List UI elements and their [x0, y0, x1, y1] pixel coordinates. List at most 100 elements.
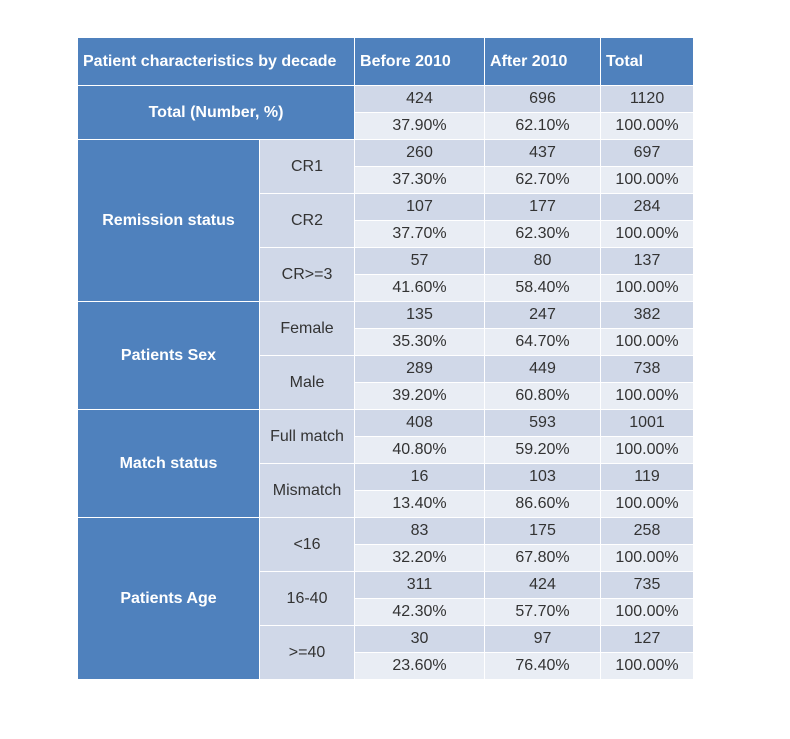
table-row: 37.90% 62.10% 100.00% — [78, 112, 695, 140]
table-title: Patient characteristics by decade — [76, 37, 356, 86]
subgroup-label: 16-40 — [258, 571, 356, 626]
count-after: 437 — [484, 139, 602, 167]
count-total: 119 — [600, 463, 695, 491]
percent-before: 41.60% — [354, 274, 486, 302]
percent-after: 67.80% — [484, 544, 602, 572]
percent-total: 100.00% — [600, 490, 695, 518]
count-before: 30 — [354, 625, 486, 653]
table-row: 41.60% 58.40% 100.00% — [78, 274, 695, 302]
subgroup-label: >=40 — [258, 625, 356, 680]
count-after: 177 — [484, 193, 602, 221]
count-after: 80 — [484, 247, 602, 275]
count-total: 127 — [600, 625, 695, 653]
table-row: Male 289 449 738 — [78, 355, 695, 410]
patient-characteristics-table: Patient characteristics by decade Before… — [76, 37, 695, 680]
table-row: 37.70% 62.30% 100.00% — [78, 220, 695, 248]
percent-before: 32.20% — [354, 544, 486, 572]
count-before: 16 — [354, 463, 486, 491]
percent-before: 39.20% — [354, 382, 486, 410]
header-row: Patient characteristics by decade Before… — [76, 37, 695, 86]
table-row: 16-40 311 424 735 — [78, 571, 695, 626]
percent-total: 100.00% — [600, 598, 695, 626]
percent-total: 100.00% — [600, 652, 695, 680]
subgroup-label: CR1 — [258, 139, 356, 194]
percent-total: 100.00% — [600, 436, 695, 464]
count-after: 103 — [484, 463, 602, 491]
percent-after: 57.70% — [484, 598, 602, 626]
table-row: Mismatch 16 103 119 — [78, 463, 695, 518]
count-after: 247 — [484, 301, 602, 329]
percent-total: 100.00% — [600, 274, 695, 302]
count-total: 382 — [600, 301, 695, 329]
group-label: Remission status — [77, 139, 260, 302]
count-total: 1001 — [600, 409, 695, 437]
percent-before: 37.70% — [354, 220, 486, 248]
percent-total: 100.00% — [600, 382, 695, 410]
count-before: 289 — [354, 355, 486, 383]
group-label: Patients Age — [77, 517, 260, 680]
percent-total: 100.00% — [600, 166, 695, 194]
count-before: 260 — [354, 139, 486, 167]
table-row: 23.60% 76.40% 100.00% — [78, 652, 695, 680]
count-before: 83 — [354, 517, 486, 545]
subgroup-label: Male — [258, 355, 356, 410]
table-row: 37.30% 62.70% 100.00% — [78, 166, 695, 194]
total-before-count: 424 — [354, 85, 486, 113]
table-row: 39.20% 60.80% 100.00% — [78, 382, 695, 410]
percent-total: 100.00% — [600, 328, 695, 356]
count-after: 97 — [484, 625, 602, 653]
percent-before: 35.30% — [354, 328, 486, 356]
table-row: Total (Number, %) 424 696 1120 — [76, 85, 695, 140]
percent-after: 86.60% — [484, 490, 602, 518]
total-row-label: Total (Number, %) — [76, 85, 356, 140]
table-body: Total (Number, %) 424 696 1120 37.90% 62… — [76, 85, 695, 680]
count-after: 175 — [484, 517, 602, 545]
count-total: 284 — [600, 193, 695, 221]
count-before: 107 — [354, 193, 486, 221]
total-after-percent: 62.10% — [484, 112, 602, 140]
table-row: 42.30% 57.70% 100.00% — [78, 598, 695, 626]
table-row: Match status Full match 408 593 1001 — [77, 409, 695, 518]
count-before: 57 — [354, 247, 486, 275]
percent-after: 59.20% — [484, 436, 602, 464]
subgroup-label: Mismatch — [258, 463, 356, 518]
table-row: Patients Sex Female 135 247 382 — [77, 301, 695, 410]
percent-after: 62.70% — [484, 166, 602, 194]
percent-before: 23.60% — [354, 652, 486, 680]
percent-after: 60.80% — [484, 382, 602, 410]
table-row: 35.30% 64.70% 100.00% — [78, 328, 695, 356]
subgroup-label: Full match — [258, 409, 356, 464]
total-total-count: 1120 — [600, 85, 695, 113]
total-total-percent: 100.00% — [600, 112, 695, 140]
percent-before: 42.30% — [354, 598, 486, 626]
group-label: Patients Sex — [77, 301, 260, 410]
count-after: 449 — [484, 355, 602, 383]
percent-before: 40.80% — [354, 436, 486, 464]
column-header-after-2010: After 2010 — [484, 37, 602, 86]
count-before: 135 — [354, 301, 486, 329]
subgroup-label: <16 — [258, 517, 356, 572]
table-row: >=40 30 97 127 — [78, 625, 695, 680]
group-label: Match status — [77, 409, 260, 518]
table-row: CR2 107 177 284 — [78, 193, 695, 248]
percent-total: 100.00% — [600, 220, 695, 248]
table-row: 40.80% 59.20% 100.00% — [78, 436, 695, 464]
count-before: 311 — [354, 571, 486, 599]
subgroup-label: CR2 — [258, 193, 356, 248]
count-after: 424 — [484, 571, 602, 599]
count-after: 593 — [484, 409, 602, 437]
percent-total: 100.00% — [600, 544, 695, 572]
percent-after: 64.70% — [484, 328, 602, 356]
total-before-percent: 37.90% — [354, 112, 486, 140]
count-before: 408 — [354, 409, 486, 437]
column-header-total: Total — [600, 37, 695, 86]
percent-before: 13.40% — [354, 490, 486, 518]
percent-after: 62.30% — [484, 220, 602, 248]
table-row: Remission status CR1 260 437 697 — [77, 139, 695, 302]
subgroup-label: Female — [258, 301, 356, 356]
subgroup-label: CR>=3 — [258, 247, 356, 302]
column-header-before-2010: Before 2010 — [354, 37, 486, 86]
table-row: Patients Age <16 83 175 258 — [77, 517, 695, 680]
percent-after: 76.40% — [484, 652, 602, 680]
total-after-count: 696 — [484, 85, 602, 113]
